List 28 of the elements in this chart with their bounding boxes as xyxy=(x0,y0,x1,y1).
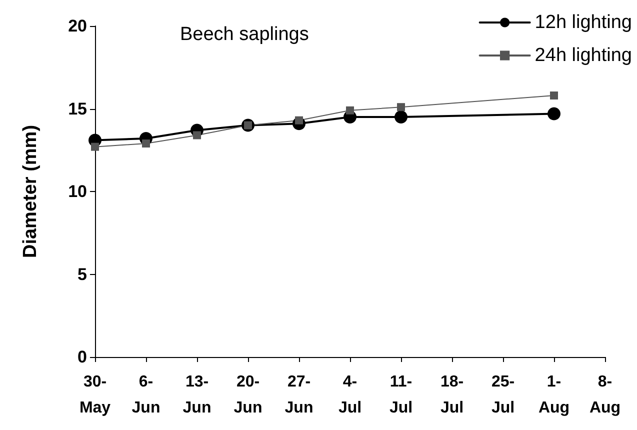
chart-title: Beech saplings xyxy=(180,24,309,45)
point xyxy=(548,107,560,120)
x-tick-label: 20- Jun xyxy=(234,374,262,416)
point xyxy=(550,92,558,100)
y-axis-title: Diameter (mm) xyxy=(20,124,41,258)
legend-label: 24h lighting xyxy=(534,45,632,66)
y-tick-label: 15 xyxy=(68,99,87,118)
x-tick-label: 8- Aug xyxy=(589,374,621,416)
point xyxy=(142,140,150,148)
x-tick-label: 4- Jul xyxy=(338,374,362,416)
y-tick-label: 0 xyxy=(78,348,87,366)
x-tick-label: 25- Jul xyxy=(491,374,515,416)
y-tick-label: 10 xyxy=(68,182,87,201)
x-tick-label: 30- May xyxy=(79,374,111,416)
point xyxy=(397,103,405,112)
point xyxy=(394,110,408,124)
point xyxy=(193,131,201,140)
y-tick-label: 20 xyxy=(68,16,87,36)
x-tick-label: 27- Jun xyxy=(284,374,314,416)
point xyxy=(346,106,354,114)
x-tick-label: 13- Jun xyxy=(182,374,212,416)
x-tick-label: 18- Jul xyxy=(440,374,464,416)
y-tick-label: 5 xyxy=(78,264,87,284)
point xyxy=(91,142,99,151)
x-tick-label: 1- Aug xyxy=(538,374,570,416)
x-tick-label: 6- Jun xyxy=(132,374,160,416)
x-tick-label: 11- Jul xyxy=(389,374,413,416)
legend-label: 12h lighting xyxy=(534,12,632,33)
